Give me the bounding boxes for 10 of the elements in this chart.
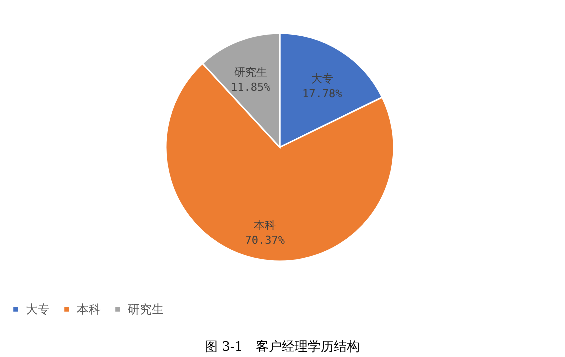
data-label: 11.85% — [231, 80, 272, 94]
data-label: 70.37% — [245, 234, 286, 248]
caption: 图 3-1 客户经理学历结构 — [204, 339, 362, 356]
legend-label: 大专 — [26, 302, 50, 316]
slice-label: 本科 — [254, 219, 276, 232]
slice-label: 大专 — [311, 72, 334, 86]
data-label: 17.78% — [302, 88, 343, 101]
legend-label: 研究生 — [128, 302, 164, 316]
legend-label: 本科 — [77, 302, 101, 316]
slice-label: 研究生 — [234, 66, 268, 79]
